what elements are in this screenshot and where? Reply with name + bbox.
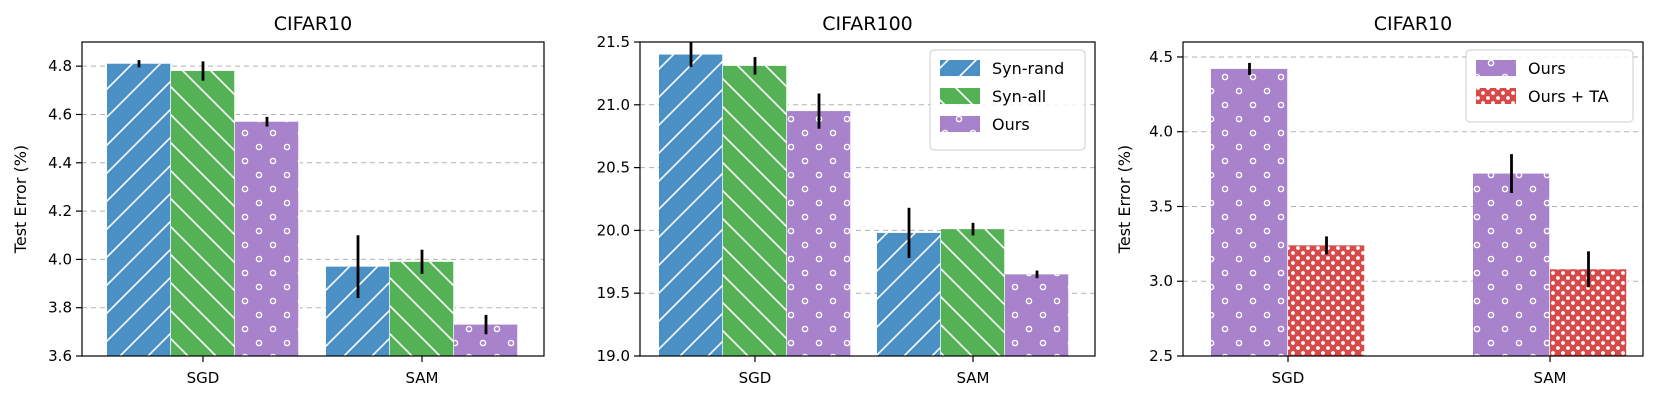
y-tick-label: 19.0 <box>597 347 630 365</box>
legend-label: Syn-rand <box>992 59 1064 78</box>
chart-title: CIFAR10 <box>1374 13 1452 35</box>
plot-frame <box>81 41 545 357</box>
plot-frame <box>639 41 1096 357</box>
plot-frame <box>1182 41 1644 357</box>
bar-pattern <box>107 63 171 356</box>
legend-swatch-pattern <box>1476 88 1516 104</box>
legend: Ours Ours + TA <box>1465 49 1634 123</box>
y-axis-label: Test Error (%) <box>1115 145 1134 254</box>
bar-pattern <box>235 121 299 356</box>
y-axis-label: Test Error (%) <box>11 145 30 254</box>
y-tick-label: 2.5 <box>1149 347 1173 365</box>
bar-pattern <box>723 65 787 356</box>
bar-pattern <box>787 111 851 356</box>
y-tick-label: 4.4 <box>48 154 72 172</box>
y-tick-label: 4.0 <box>48 250 72 268</box>
y-tick-label: 4.8 <box>48 57 72 75</box>
y-tick-label: 4.0 <box>1149 123 1173 141</box>
y-tick-label: 21.0 <box>597 96 630 114</box>
legend-swatch-pattern <box>1476 60 1516 76</box>
bar-pattern <box>1211 68 1288 357</box>
legend: Syn-rand Syn-all Ours <box>929 49 1086 151</box>
y-tick-label: 4.5 <box>1149 48 1173 66</box>
chart-panel-1: 3.6 3.8 4.0 4.2 4.4 4.6 4.8 SGD SAM CIFAR10 Test E… <box>11 13 545 387</box>
bar-pattern <box>1473 173 1550 356</box>
x-tick-label: SGD <box>739 369 772 387</box>
y-tick-label: 4.6 <box>48 105 72 123</box>
y-tick-label: 19.5 <box>597 284 630 302</box>
x-tick-label: SAM <box>956 369 989 387</box>
y-tick-label: 3.5 <box>1149 197 1173 215</box>
legend-label: Ours <box>992 115 1030 134</box>
bar-pattern <box>941 229 1005 356</box>
chart-panel-3: 2.5 3.0 3.5 4.0 4.5 SGD SAM CIFAR10 Test Error (… <box>1115 13 1644 387</box>
y-tick-label: 21.5 <box>597 33 630 51</box>
legend-label: Syn-all <box>992 87 1046 106</box>
legend-swatch-pattern <box>940 116 980 132</box>
y-tick-label: 3.6 <box>48 347 72 365</box>
y-tick-label: 4.2 <box>48 202 72 220</box>
y-tick-label: 20.5 <box>597 159 630 177</box>
bar-pattern <box>171 70 235 356</box>
chart-panel-2: 19.0 19.5 20.0 20.5 21.0 21.5 SGD SAM CIFAR100 Sy… <box>597 13 1096 387</box>
chart-title: CIFAR10 <box>274 13 352 35</box>
x-tick-label: SGD <box>187 369 220 387</box>
y-tick-label: 3.0 <box>1149 272 1173 290</box>
bar-pattern <box>1288 245 1365 356</box>
legend-swatch-pattern <box>940 60 980 76</box>
y-tick-label: 3.8 <box>48 299 72 317</box>
x-tick-label: SAM <box>405 369 438 387</box>
legend-swatch-pattern <box>940 88 980 104</box>
x-tick-label: SAM <box>1533 369 1566 387</box>
y-tick-label: 20.0 <box>597 221 630 239</box>
legend-label: Ours <box>1528 59 1566 78</box>
x-tick-label: SGD <box>1272 369 1305 387</box>
chart-title: CIFAR100 <box>822 13 913 35</box>
legend-label: Ours + TA <box>1528 87 1609 106</box>
bar-pattern <box>659 54 723 357</box>
bar-pattern <box>1005 274 1069 356</box>
bar-pattern <box>390 261 454 356</box>
